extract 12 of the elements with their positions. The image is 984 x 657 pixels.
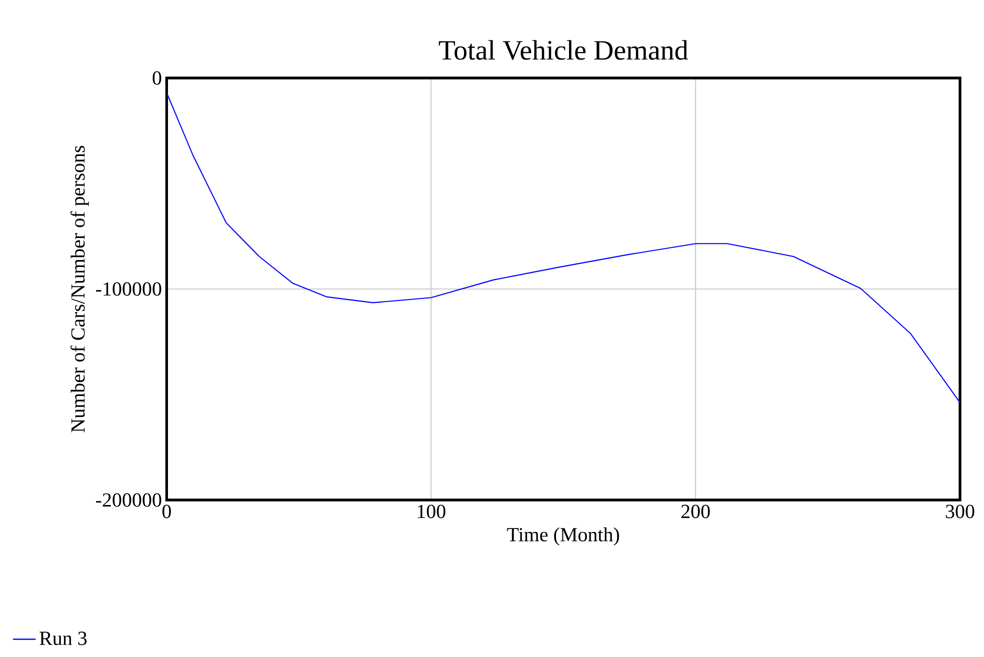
x-tick-label: 200	[681, 504, 710, 518]
legend-label: Run 3	[40, 632, 87, 646]
chart-title: Total Vehicle Demand	[438, 40, 688, 60]
y-axis-title: Number of Cars/Number of persons	[70, 146, 89, 432]
y-tick-label: 0	[152, 71, 162, 85]
y-tick-label: -200000	[96, 493, 162, 507]
x-tick-label: 300	[946, 504, 974, 518]
line-series	[166, 92, 960, 404]
x-axis-title: Time (Month)	[507, 527, 620, 546]
x-tick-label: 0	[162, 504, 171, 518]
x-tick-label: 100	[418, 504, 446, 518]
y-tick-label: -100000	[96, 282, 162, 296]
